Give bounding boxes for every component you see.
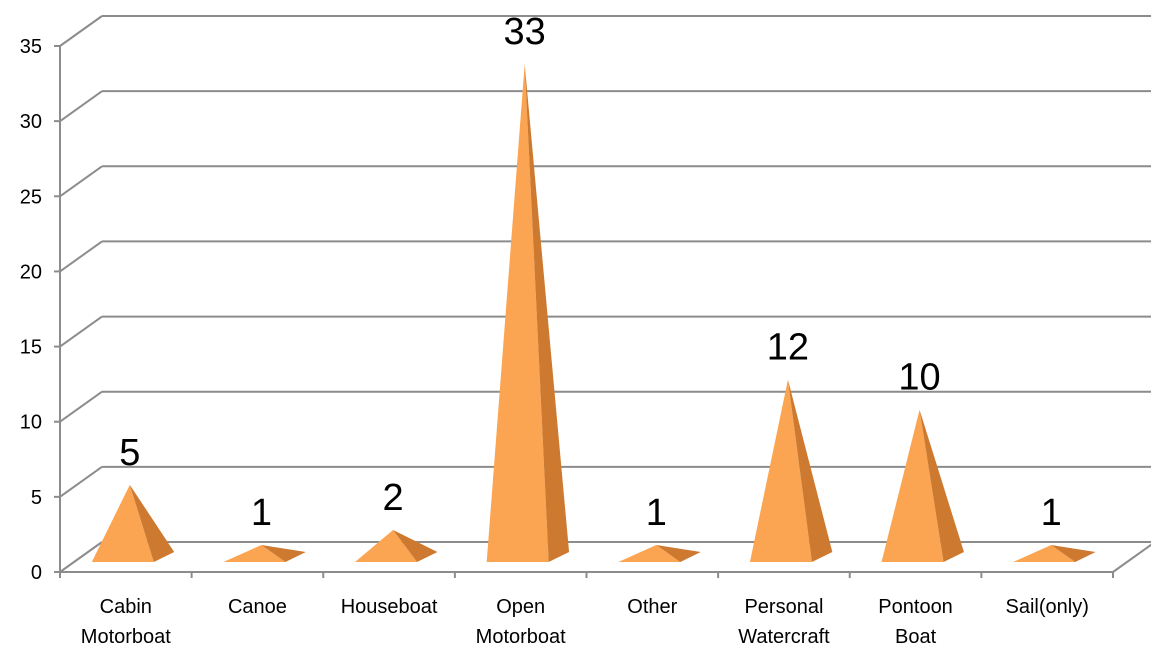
gridline-diagonal xyxy=(59,240,103,273)
data-label: 12 xyxy=(767,327,809,369)
x-tick-label: Cabin xyxy=(100,596,152,618)
x-tick-label: Canoe xyxy=(228,596,287,618)
x-tick-label: Personal xyxy=(744,596,823,618)
y-tick-label: 10 xyxy=(20,412,42,434)
data-label: 10 xyxy=(898,357,940,399)
pyramid-bar xyxy=(1013,544,1096,562)
x-tick-label: Open xyxy=(496,596,545,618)
floor-edge xyxy=(1112,543,1151,573)
pyramid-side-face xyxy=(919,409,964,562)
pyramid-bar xyxy=(486,64,570,563)
gridline-diagonal xyxy=(59,466,103,498)
pyramid-bar xyxy=(618,544,701,562)
x-tick-label: Motorboat xyxy=(476,626,566,648)
x-tick-label: Pontoon xyxy=(878,596,953,618)
pyramid-bar xyxy=(749,379,833,562)
pyramid-front-face xyxy=(223,544,286,562)
y-tick-label: 20 xyxy=(20,261,42,283)
pyramid-front-face xyxy=(1013,544,1076,562)
x-tick-label: Boat xyxy=(895,626,937,648)
pyramid-front-face xyxy=(91,484,154,562)
pyramid-side-face xyxy=(129,484,175,562)
y-tick-label: 30 xyxy=(20,111,42,133)
pyramid-front-face xyxy=(881,409,944,562)
gridline-diagonal xyxy=(59,90,103,122)
pyramid-front-face xyxy=(486,64,549,563)
data-label: 33 xyxy=(504,11,546,53)
data-label: 1 xyxy=(251,492,272,534)
data-label: 1 xyxy=(646,492,667,534)
data-label: 5 xyxy=(119,432,140,474)
y-tick-label: 0 xyxy=(31,562,42,584)
x-tick-label: Motorboat xyxy=(81,626,171,648)
pyramid-side-face xyxy=(1051,544,1096,562)
pyramids xyxy=(91,64,1096,563)
pyramid-front-face xyxy=(618,544,681,562)
pyramid-front-face xyxy=(355,529,418,562)
gridline-diagonal xyxy=(59,390,103,423)
pyramid-bar xyxy=(355,529,438,562)
x-tick-label: Sail(only) xyxy=(1006,596,1089,618)
y-tick-label: 15 xyxy=(20,337,42,359)
data-label: 2 xyxy=(382,477,403,519)
axes xyxy=(54,45,1151,578)
gridlines xyxy=(59,15,1151,573)
gridline-diagonal xyxy=(59,165,103,198)
pyramid-bar xyxy=(91,484,175,562)
x-tick-label: Houseboat xyxy=(341,596,438,618)
data-label: 1 xyxy=(1041,492,1062,534)
pyramid-front-face xyxy=(749,379,812,562)
y-tick-label: 5 xyxy=(31,487,42,509)
pyramid-side-face xyxy=(787,379,833,562)
y-tick-label: 25 xyxy=(20,186,42,208)
gridline-diagonal xyxy=(59,15,103,47)
pyramid-side-face xyxy=(261,544,306,562)
pyramid-bar xyxy=(223,544,306,562)
x-tick-label: Watercraft xyxy=(738,626,830,648)
pyramid-side-face xyxy=(393,529,438,562)
x-tick-label: Other xyxy=(627,596,677,618)
pyramid-side-face xyxy=(524,64,570,563)
gridline-diagonal xyxy=(59,541,103,573)
pyramid-side-face xyxy=(656,544,701,562)
pyramid-bar xyxy=(881,409,964,562)
gridline-diagonal xyxy=(59,315,103,348)
y-tick-label: 35 xyxy=(20,36,42,58)
